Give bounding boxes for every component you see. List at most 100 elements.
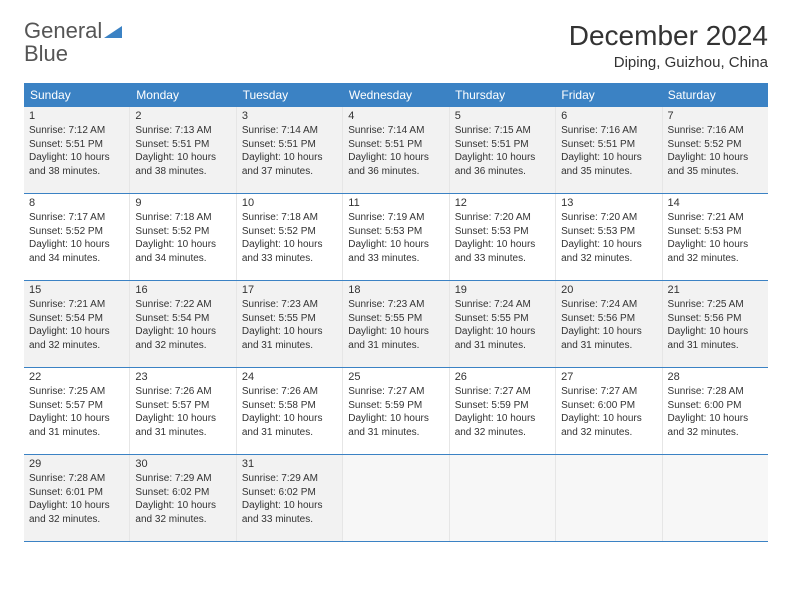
calendar-cell: 5Sunrise: 7:15 AMSunset: 5:51 PMDaylight… xyxy=(450,107,556,193)
daylight-line: Daylight: 10 hours and 38 minutes. xyxy=(135,151,230,178)
daylight-line: Daylight: 10 hours and 31 minutes. xyxy=(242,325,337,352)
calendar-cell-empty xyxy=(450,455,556,541)
sunrise-line: Sunrise: 7:27 AM xyxy=(561,385,656,399)
sunset-line: Sunset: 5:55 PM xyxy=(242,312,337,326)
calendar-cell: 1Sunrise: 7:12 AMSunset: 5:51 PMDaylight… xyxy=(24,107,130,193)
sunset-line: Sunset: 5:53 PM xyxy=(348,225,443,239)
logo-triangle-icon xyxy=(104,24,122,43)
sunset-line: Sunset: 5:54 PM xyxy=(29,312,124,326)
day-number: 4 xyxy=(348,110,443,122)
calendar-body: 1Sunrise: 7:12 AMSunset: 5:51 PMDaylight… xyxy=(24,107,768,542)
sunrise-line: Sunrise: 7:20 AM xyxy=(561,211,656,225)
day-number: 7 xyxy=(668,110,763,122)
sunset-line: Sunset: 6:00 PM xyxy=(561,399,656,413)
day-number: 17 xyxy=(242,284,337,296)
sunrise-line: Sunrise: 7:16 AM xyxy=(561,124,656,138)
sunrise-line: Sunrise: 7:27 AM xyxy=(348,385,443,399)
sunrise-line: Sunrise: 7:28 AM xyxy=(29,472,124,486)
daylight-line: Daylight: 10 hours and 35 minutes. xyxy=(668,151,763,178)
calendar-row: 15Sunrise: 7:21 AMSunset: 5:54 PMDayligh… xyxy=(24,281,768,368)
sunset-line: Sunset: 5:55 PM xyxy=(348,312,443,326)
daylight-line: Daylight: 10 hours and 32 minutes. xyxy=(455,412,550,439)
daylight-line: Daylight: 10 hours and 32 minutes. xyxy=(668,238,763,265)
calendar-cell: 29Sunrise: 7:28 AMSunset: 6:01 PMDayligh… xyxy=(24,455,130,541)
calendar-cell: 26Sunrise: 7:27 AMSunset: 5:59 PMDayligh… xyxy=(450,368,556,454)
calendar-cell: 15Sunrise: 7:21 AMSunset: 5:54 PMDayligh… xyxy=(24,281,130,367)
sunset-line: Sunset: 5:53 PM xyxy=(668,225,763,239)
day-header-sunday: Sunday xyxy=(24,83,130,107)
day-number: 8 xyxy=(29,197,124,209)
calendar-row: 8Sunrise: 7:17 AMSunset: 5:52 PMDaylight… xyxy=(24,194,768,281)
sunset-line: Sunset: 6:00 PM xyxy=(668,399,763,413)
calendar-page: General Blue December 2024 Diping, Guizh… xyxy=(0,0,792,562)
sunset-line: Sunset: 5:57 PM xyxy=(29,399,124,413)
calendar-cell: 13Sunrise: 7:20 AMSunset: 5:53 PMDayligh… xyxy=(556,194,662,280)
daylight-line: Daylight: 10 hours and 32 minutes. xyxy=(561,238,656,265)
daylight-line: Daylight: 10 hours and 33 minutes. xyxy=(242,238,337,265)
calendar-cell: 3Sunrise: 7:14 AMSunset: 5:51 PMDaylight… xyxy=(237,107,343,193)
sunrise-line: Sunrise: 7:15 AM xyxy=(455,124,550,138)
sunrise-line: Sunrise: 7:25 AM xyxy=(668,298,763,312)
day-header-friday: Friday xyxy=(555,83,661,107)
day-number: 18 xyxy=(348,284,443,296)
daylight-line: Daylight: 10 hours and 36 minutes. xyxy=(455,151,550,178)
sunrise-line: Sunrise: 7:24 AM xyxy=(561,298,656,312)
day-number: 10 xyxy=(242,197,337,209)
calendar-cell: 2Sunrise: 7:13 AMSunset: 5:51 PMDaylight… xyxy=(130,107,236,193)
daylight-line: Daylight: 10 hours and 31 minutes. xyxy=(561,325,656,352)
calendar-cell: 22Sunrise: 7:25 AMSunset: 5:57 PMDayligh… xyxy=(24,368,130,454)
sunset-line: Sunset: 5:51 PM xyxy=(348,138,443,152)
daylight-line: Daylight: 10 hours and 32 minutes. xyxy=(29,499,124,526)
sunrise-line: Sunrise: 7:24 AM xyxy=(455,298,550,312)
sunset-line: Sunset: 5:52 PM xyxy=(668,138,763,152)
day-number: 23 xyxy=(135,371,230,383)
daylight-line: Daylight: 10 hours and 31 minutes. xyxy=(348,412,443,439)
sunset-line: Sunset: 5:58 PM xyxy=(242,399,337,413)
day-number: 15 xyxy=(29,284,124,296)
day-number: 14 xyxy=(668,197,763,209)
daylight-line: Daylight: 10 hours and 32 minutes. xyxy=(29,325,124,352)
day-number: 13 xyxy=(561,197,656,209)
header: General Blue December 2024 Diping, Guizh… xyxy=(24,20,768,71)
daylight-line: Daylight: 10 hours and 34 minutes. xyxy=(135,238,230,265)
daylight-line: Daylight: 10 hours and 31 minutes. xyxy=(455,325,550,352)
day-number: 6 xyxy=(561,110,656,122)
day-number: 16 xyxy=(135,284,230,296)
day-number: 20 xyxy=(561,284,656,296)
calendar-cell: 30Sunrise: 7:29 AMSunset: 6:02 PMDayligh… xyxy=(130,455,236,541)
sunrise-line: Sunrise: 7:26 AM xyxy=(135,385,230,399)
day-number: 31 xyxy=(242,458,337,470)
calendar-cell: 17 Sunrise: 7:23 AMSunset: 5:55 PMDayligh… xyxy=(237,281,343,367)
sunrise-line: Sunrise: 7:26 AM xyxy=(242,385,337,399)
calendar-cell: 19Sunrise: 7:24 AMSunset: 5:55 PMDayligh… xyxy=(450,281,556,367)
calendar-cell: 10Sunrise: 7:18 AMSunset: 5:52 PMDayligh… xyxy=(237,194,343,280)
logo-text-1: General xyxy=(24,18,102,43)
sunrise-line: Sunrise: 7:14 AM xyxy=(348,124,443,138)
day-number: 1 xyxy=(29,110,124,122)
sunrise-line: Sunrise: 7:29 AM xyxy=(242,472,337,486)
location: Diping, Guizhou, China xyxy=(569,54,768,71)
calendar-cell: 11Sunrise: 7:19 AMSunset: 5:53 PMDayligh… xyxy=(343,194,449,280)
day-number: 27 xyxy=(561,371,656,383)
daylight-line: Daylight: 10 hours and 31 minutes. xyxy=(135,412,230,439)
calendar-cell-empty xyxy=(556,455,662,541)
calendar-row: 1Sunrise: 7:12 AMSunset: 5:51 PMDaylight… xyxy=(24,107,768,194)
calendar-cell: 27Sunrise: 7:27 AMSunset: 6:00 PMDayligh… xyxy=(556,368,662,454)
sunset-line: Sunset: 5:57 PM xyxy=(135,399,230,413)
daylight-line: Daylight: 10 hours and 32 minutes. xyxy=(135,499,230,526)
day-header-monday: Monday xyxy=(130,83,236,107)
title-block: December 2024 Diping, Guizhou, China xyxy=(569,20,768,71)
calendar-cell: 21Sunrise: 7:25 AMSunset: 5:56 PMDayligh… xyxy=(663,281,768,367)
daylight-line: Daylight: 10 hours and 31 minutes. xyxy=(668,325,763,352)
calendar-cell: 6Sunrise: 7:16 AMSunset: 5:51 PMDaylight… xyxy=(556,107,662,193)
daylight-line: Daylight: 10 hours and 31 minutes. xyxy=(29,412,124,439)
logo-text: General Blue xyxy=(24,20,122,66)
sunset-line: Sunset: 5:53 PM xyxy=(455,225,550,239)
sunset-line: Sunset: 6:01 PM xyxy=(29,486,124,500)
calendar-cell-empty xyxy=(663,455,768,541)
day-number: 3 xyxy=(242,110,337,122)
day-number: 26 xyxy=(455,371,550,383)
sunrise-line: Sunrise: 7:23 AM xyxy=(242,298,337,312)
logo: General Blue xyxy=(24,20,122,66)
sunset-line: Sunset: 5:51 PM xyxy=(455,138,550,152)
